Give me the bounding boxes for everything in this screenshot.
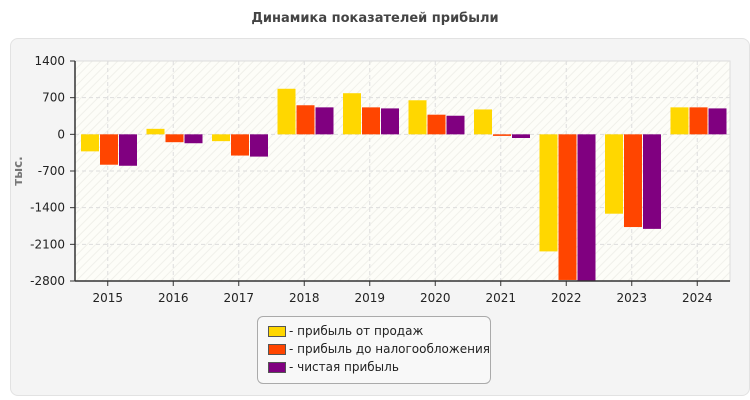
x-tick-label: 2020 [420, 291, 451, 305]
x-tick-label: 2024 [682, 291, 713, 305]
bar-2019-series-2 [381, 108, 399, 135]
bar-2021-series-0 [474, 109, 492, 135]
legend-item: - прибыль до налогообложения [268, 342, 490, 356]
bar-2024-series-2 [708, 108, 727, 135]
bar-2016-series-1 [165, 134, 184, 143]
y-tick-label: -1400 [30, 201, 65, 215]
bar-2021-series-2 [512, 134, 530, 138]
bar-2023-series-0 [605, 134, 623, 214]
chart-title: Динамика показателей прибыли [251, 11, 499, 26]
bar-2015-series-1 [100, 134, 118, 165]
y-tick-label: -2100 [30, 237, 65, 251]
x-tick-label: 2019 [354, 291, 385, 305]
bar-2017-series-2 [250, 134, 268, 157]
x-tick-label: 2023 [616, 291, 647, 305]
bar-2019-series-0 [343, 93, 361, 135]
bar-2021-series-1 [493, 134, 511, 136]
x-tick-label: 2017 [223, 291, 254, 305]
bar-2023-series-2 [643, 134, 661, 229]
legend-label: - чистая прибыль [289, 360, 399, 374]
bar-2017-series-0 [212, 134, 230, 142]
bar-2022-series-1 [558, 134, 577, 280]
x-tick-label: 2015 [92, 291, 123, 305]
legend-item: - чистая прибыль [268, 360, 399, 374]
bar-2023-series-1 [624, 134, 642, 228]
bar-2022-series-0 [539, 134, 558, 252]
y-tick-label: -700 [38, 164, 65, 178]
bar-2022-series-2 [577, 134, 596, 281]
bar-2016-series-2 [184, 134, 203, 144]
legend-label: - прибыль от продаж [289, 324, 424, 338]
legend-swatch [268, 325, 286, 337]
bar-2015-series-0 [81, 134, 99, 152]
bar-2019-series-1 [362, 107, 380, 135]
bar-2024-series-0 [670, 107, 689, 135]
legend-swatch [268, 343, 286, 355]
x-tick-label: 2018 [289, 291, 320, 305]
y-tick-label: 0 [57, 127, 65, 141]
legend-swatch [268, 361, 286, 373]
y-tick-label: 1400 [34, 54, 65, 68]
bar-2020-series-2 [446, 115, 465, 135]
legend-item: - прибыль от продаж [268, 324, 423, 338]
bar-2020-series-0 [408, 100, 427, 135]
y-tick-label: -2800 [30, 274, 65, 288]
bar-2017-series-1 [231, 134, 249, 156]
bar-2018-series-0 [277, 88, 296, 135]
y-axis-label: тыс. [11, 156, 25, 185]
y-tick-label: 700 [42, 91, 65, 105]
x-tick-label: 2022 [551, 291, 582, 305]
legend: - прибыль от продаж - прибыль до налогооб… [257, 316, 491, 384]
legend-label: - прибыль до налогообложения [289, 342, 490, 356]
bar-2018-series-1 [296, 105, 315, 135]
bar-2024-series-1 [689, 107, 708, 135]
bar-2020-series-1 [427, 114, 446, 135]
bar-2016-series-0 [146, 128, 165, 135]
bar-2018-series-2 [315, 107, 334, 135]
bar-2015-series-2 [119, 134, 137, 166]
x-tick-label: 2016 [158, 291, 189, 305]
x-tick-label: 2021 [485, 291, 516, 305]
